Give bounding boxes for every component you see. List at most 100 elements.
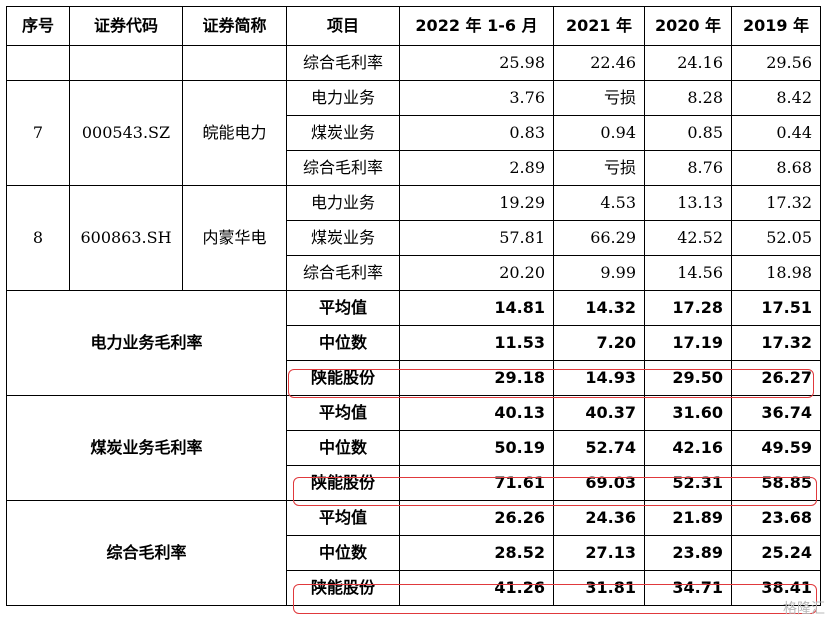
summary-row: 综合毛利率 平均值 26.26 24.36 21.89 23.68 [6,500,821,606]
table-row: 综合毛利率 20.20 9.99 14.56 18.98 [7,255,821,291]
item-cell: 综合毛利率 [286,150,400,186]
summary-value: 29.18 [399,360,554,396]
summary-row: 中位数 28.52 27.13 23.89 25.24 [7,535,821,571]
summary-value: 36.74 [731,395,821,431]
summary-value: 71.61 [399,465,554,501]
header-name: 证券简称 [182,6,287,46]
summary-value: 17.19 [644,325,732,361]
value-cell: 0.44 [731,115,821,151]
summary-group-label: 电力业务毛利率 [6,290,287,396]
summary-value: 17.51 [731,290,821,326]
value-cell: 4.53 [553,185,645,221]
summary-group-label: 综合毛利率 [6,500,287,606]
no-cell: 7 [6,80,70,186]
header-2022h1: 2022 年 1-6 月 [399,6,554,46]
summary-value: 29.50 [644,360,732,396]
no-cell [6,45,70,81]
value-cell: 13.13 [644,185,732,221]
no-cell: 8 [6,185,70,291]
summary-item: 中位数 [286,325,400,361]
name-cell [182,45,287,81]
summary-value: 21.89 [644,500,732,536]
gross-margin-table: 序号 证券代码 证券简称 项目 2022 年 1-6 月 2021 年 2020… [6,6,821,606]
summary-value: 58.85 [731,465,821,501]
summary-row-company: 陕能股份 41.26 31.81 34.71 38.41 [7,570,821,606]
summary-value: 23.68 [731,500,821,536]
summary-value: 49.59 [731,430,821,466]
value-cell: 亏损 [553,150,645,186]
summary-row-company: 陕能股份 29.18 14.93 29.50 26.27 [7,360,821,396]
value-cell: 20.20 [399,255,554,291]
watermark-logo: 格隆汇 [783,601,825,617]
summary-row: 煤炭业务毛利率 平均值 40.13 40.37 31.60 36.74 [6,395,821,501]
value-cell: 19.29 [399,185,554,221]
value-cell: 66.29 [553,220,645,256]
summary-value: 31.60 [644,395,732,431]
item-cell: 电力业务 [286,185,400,221]
summary-value: 34.71 [644,570,732,606]
value-cell: 17.32 [731,185,821,221]
summary-row: 中位数 11.53 7.20 17.19 17.32 [7,325,821,361]
value-cell: 0.94 [553,115,645,151]
summary-value: 25.24 [731,535,821,571]
value-cell: 57.81 [399,220,554,256]
summary-value: 17.28 [644,290,732,326]
header-item: 项目 [286,6,400,46]
item-cell: 综合毛利率 [286,45,400,81]
value-cell: 9.99 [553,255,645,291]
value-cell: 52.05 [731,220,821,256]
value-cell: 18.98 [731,255,821,291]
summary-value: 42.16 [644,430,732,466]
header-no: 序号 [6,6,70,46]
summary-item: 平均值 [286,500,400,536]
value-cell: 24.16 [644,45,732,81]
summary-value: 26.26 [399,500,554,536]
summary-value: 7.20 [553,325,645,361]
summary-item: 中位数 [286,430,400,466]
value-cell: 29.56 [731,45,821,81]
summary-value: 27.13 [553,535,645,571]
summary-value: 52.74 [553,430,645,466]
summary-value: 50.19 [399,430,554,466]
table-row: 7 000543.SZ 皖能电力 电力业务 3.76 亏损 8.28 8.42 [6,80,821,186]
value-cell: 8.68 [731,150,821,186]
value-cell: 14.56 [644,255,732,291]
item-cell: 电力业务 [286,80,400,116]
summary-value: 41.26 [399,570,554,606]
name-cell: 内蒙华电 [182,185,287,291]
summary-value: 38.41 [731,570,821,606]
value-cell: 0.85 [644,115,732,151]
item-cell: 煤炭业务 [286,115,400,151]
summary-item: 陕能股份 [286,360,400,396]
value-cell: 42.52 [644,220,732,256]
value-cell: 2.89 [399,150,554,186]
summary-value: 69.03 [553,465,645,501]
table-row: 综合毛利率 2.89 亏损 8.76 8.68 [7,150,821,186]
summary-value: 28.52 [399,535,554,571]
value-cell: 8.76 [644,150,732,186]
summary-item: 陕能股份 [286,465,400,501]
summary-item: 平均值 [286,395,400,431]
value-cell: 3.76 [399,80,554,116]
table-row: 煤炭业务 57.81 66.29 42.52 52.05 [7,220,821,256]
summary-value: 40.13 [399,395,554,431]
header-2019: 2019 年 [731,6,821,46]
summary-value: 31.81 [553,570,645,606]
item-cell: 综合毛利率 [286,255,400,291]
summary-row: 电力业务毛利率 平均值 14.81 14.32 17.28 17.51 [6,290,821,396]
header-2021: 2021 年 [553,6,645,46]
value-cell: 亏损 [553,80,645,116]
value-cell: 25.98 [399,45,554,81]
code-cell: 600863.SH [69,185,183,291]
summary-value: 14.81 [399,290,554,326]
summary-value: 14.32 [553,290,645,326]
value-cell: 22.46 [553,45,645,81]
value-cell: 0.83 [399,115,554,151]
value-cell: 8.28 [644,80,732,116]
summary-value: 40.37 [553,395,645,431]
summary-value: 52.31 [644,465,732,501]
summary-item: 陕能股份 [286,570,400,606]
code-cell [69,45,183,81]
summary-item: 平均值 [286,290,400,326]
item-cell: 煤炭业务 [286,220,400,256]
